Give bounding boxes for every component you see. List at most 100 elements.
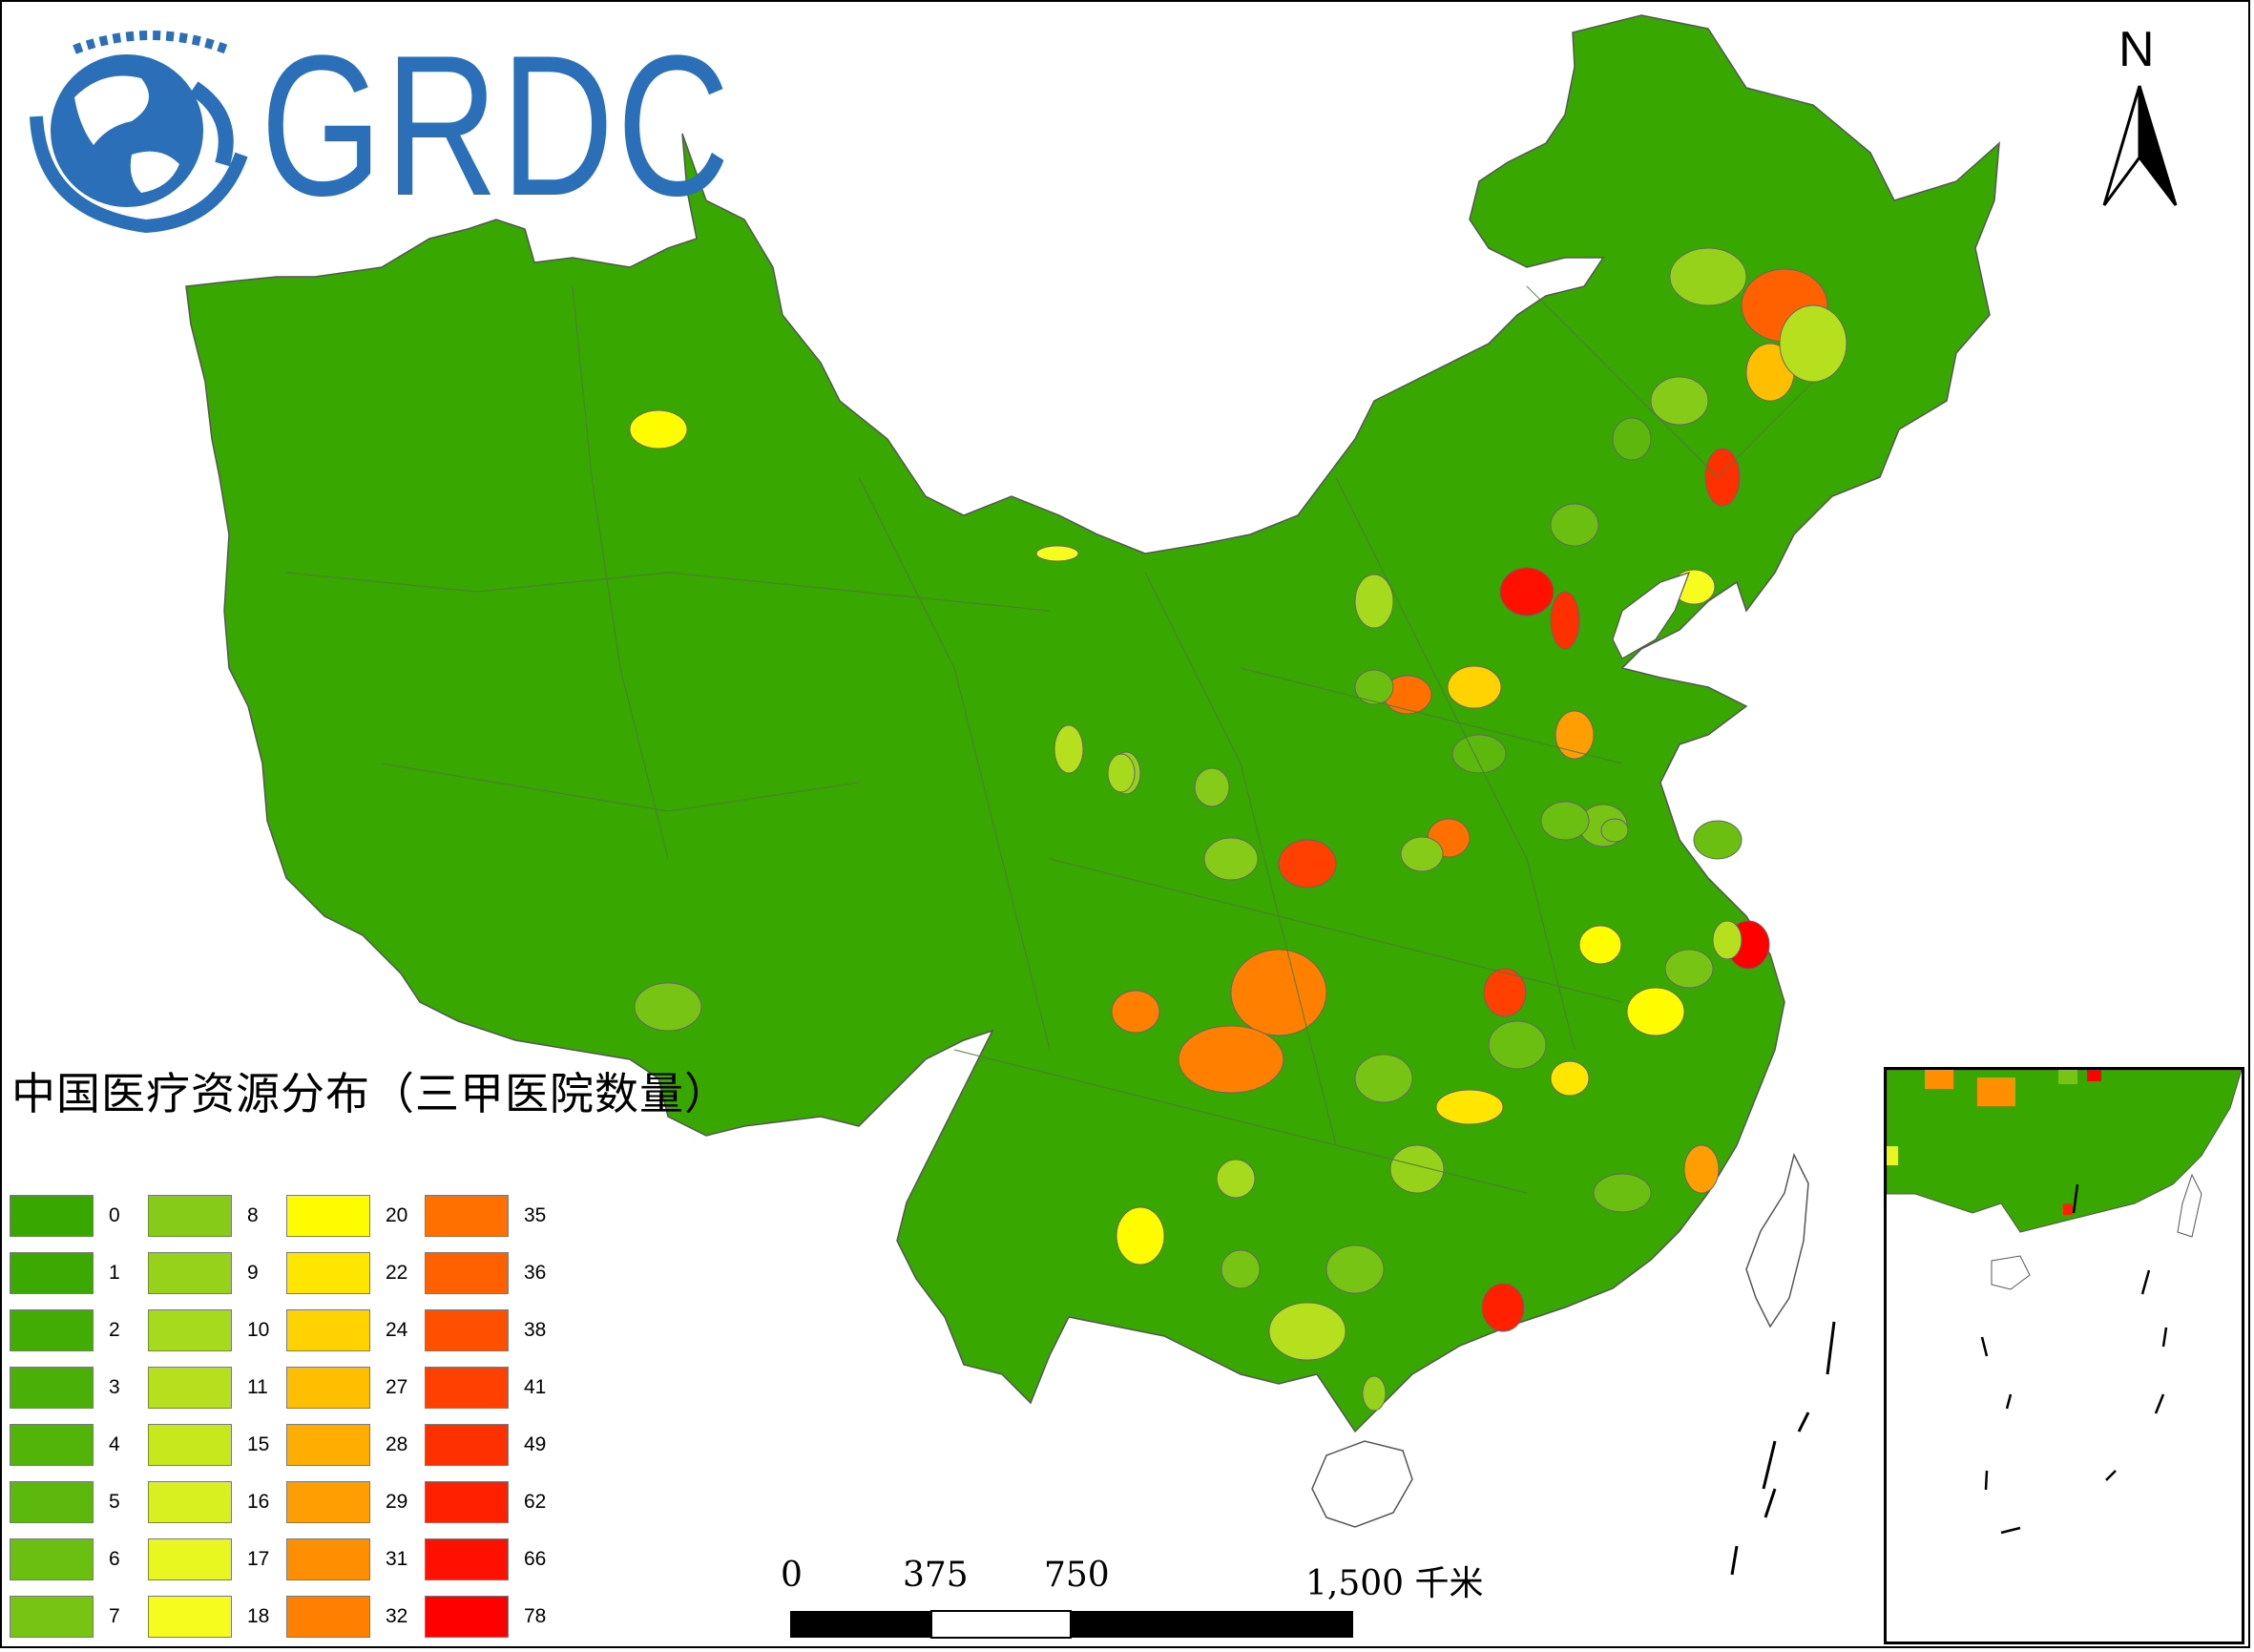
legend-item: 10 — [148, 1309, 286, 1355]
prefecture-regions — [629, 247, 1847, 1412]
legend-item: 27 — [286, 1367, 425, 1412]
legend-swatch — [286, 1424, 370, 1466]
legend-label: 2 — [109, 1319, 120, 1341]
prefecture-region — [1221, 1249, 1261, 1289]
legend-item: 22 — [286, 1252, 425, 1298]
legend-label: 15 — [247, 1433, 270, 1455]
legend-swatch — [10, 1596, 94, 1638]
legend-item: 41 — [425, 1367, 563, 1412]
legend-swatch — [10, 1252, 94, 1294]
province-borders — [285, 285, 1814, 1194]
prefecture-region — [1540, 801, 1590, 841]
taiwan-outline — [1745, 1152, 1809, 1328]
legend-swatch — [425, 1596, 509, 1638]
north-arrow-icon — [2102, 85, 2178, 206]
legend-item: 0 — [10, 1195, 148, 1241]
legend-item: 31 — [286, 1538, 425, 1584]
legend-item: 8 — [148, 1195, 286, 1241]
prefecture-region — [1550, 591, 1580, 650]
legend-swatch — [286, 1309, 370, 1351]
legend-swatch — [286, 1252, 370, 1294]
legend-label: 16 — [247, 1491, 270, 1513]
legend-item: 1 — [10, 1252, 148, 1298]
legend-swatch — [286, 1596, 370, 1638]
legend-item: 29 — [286, 1481, 425, 1527]
legend-swatch — [286, 1367, 370, 1409]
legend-label: 62 — [524, 1491, 547, 1513]
prefecture-region — [1111, 990, 1160, 1034]
legend-item: 20 — [286, 1195, 425, 1241]
prefecture-region — [1600, 818, 1629, 843]
legend-label: 24 — [386, 1319, 408, 1341]
prefecture-region — [629, 409, 688, 450]
prefecture-region — [1389, 1144, 1445, 1194]
legend-label: 6 — [109, 1548, 120, 1570]
prefecture-region — [1362, 1375, 1387, 1412]
scale-segment — [930, 1610, 1072, 1639]
prefecture-region — [1669, 247, 1747, 306]
legend-label: 41 — [524, 1376, 547, 1398]
prefecture-region — [1054, 724, 1084, 774]
scale-label-1500: 1,500 千米 — [1305, 1564, 1484, 1603]
prefecture-region — [1578, 925, 1622, 965]
legend-label: 66 — [524, 1548, 547, 1570]
legend-label: 18 — [247, 1605, 270, 1627]
legend-swatch — [425, 1309, 509, 1351]
legend-swatch — [10, 1481, 94, 1523]
legend-swatch — [425, 1481, 509, 1523]
prefecture-region — [1693, 820, 1743, 860]
legend-swatch — [148, 1195, 232, 1237]
prefecture-region — [1488, 1020, 1547, 1070]
legend-label: 20 — [386, 1204, 408, 1226]
legend-item: 2 — [10, 1309, 148, 1355]
prefecture-region — [1664, 949, 1714, 989]
prefecture-region — [1704, 448, 1741, 507]
prefecture-region — [1499, 567, 1555, 617]
legend-item: 24 — [286, 1309, 425, 1355]
prefecture-region — [1481, 1283, 1525, 1332]
legend-item: 49 — [425, 1424, 563, 1470]
legend-label: 10 — [247, 1319, 270, 1341]
prefecture-region — [1626, 987, 1685, 1036]
legend-swatch — [148, 1367, 232, 1409]
legend-item: 36 — [425, 1252, 563, 1298]
legend-item: 18 — [148, 1596, 286, 1642]
prefecture-region — [1451, 734, 1507, 774]
prefecture-region — [1278, 839, 1337, 889]
prefecture-region — [1354, 574, 1394, 629]
china-mainland — [185, 14, 2000, 1433]
legend-swatch — [425, 1252, 509, 1294]
south-sea-dashes — [1730, 1321, 1836, 1576]
legend-swatch — [286, 1195, 370, 1237]
inset-map — [1887, 1070, 2242, 1535]
legend-label: 7 — [109, 1605, 120, 1627]
prefecture-region — [1483, 968, 1527, 1017]
legend-item: 15 — [148, 1424, 286, 1470]
legend-label: 29 — [386, 1491, 408, 1513]
legend-swatch — [148, 1309, 232, 1351]
prefecture-region — [1216, 1159, 1256, 1199]
bohai-sea — [1612, 572, 1691, 659]
legend-swatch — [148, 1481, 232, 1523]
legend-item: 5 — [10, 1481, 148, 1527]
legend-swatch — [425, 1424, 509, 1466]
legend-item: 78 — [425, 1596, 563, 1642]
legend-item: 3 — [10, 1367, 148, 1412]
legend-item: 7 — [10, 1596, 148, 1642]
legend-label: 28 — [386, 1433, 408, 1455]
legend-item: 9 — [148, 1252, 286, 1298]
legend-label: 49 — [524, 1433, 547, 1455]
legend-label: 36 — [524, 1262, 547, 1284]
legend-label: 1 — [109, 1262, 120, 1284]
legend-swatch — [425, 1195, 509, 1237]
prefecture-region — [1203, 837, 1259, 881]
legend-swatch — [286, 1538, 370, 1580]
prefecture-region — [1550, 1060, 1590, 1097]
legend-item: 4 — [10, 1424, 148, 1470]
hainan-outline — [1311, 1440, 1413, 1528]
prefecture-region — [1178, 1025, 1284, 1094]
logo-text: GRDC — [261, 13, 733, 238]
legend-label: 17 — [247, 1548, 270, 1570]
legend-label: 0 — [109, 1204, 120, 1226]
